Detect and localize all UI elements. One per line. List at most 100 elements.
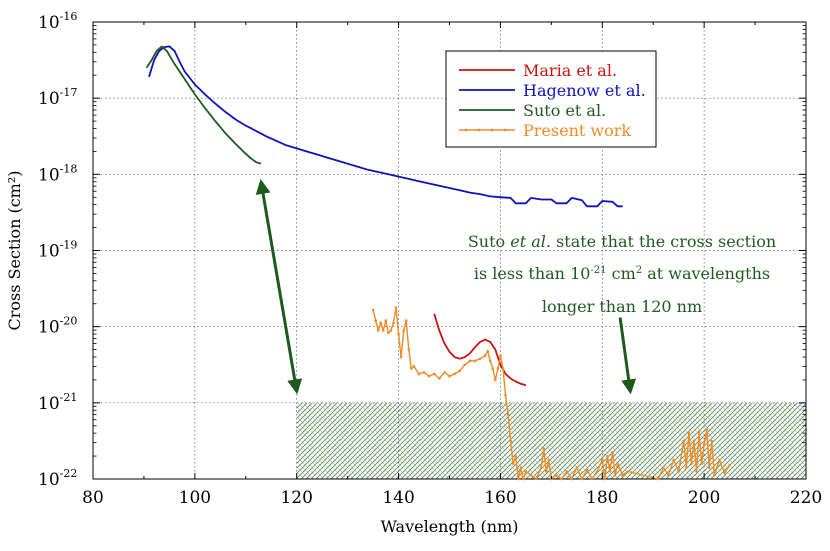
data-point	[448, 374, 451, 378]
data-point	[603, 477, 607, 481]
annotation-span: -20	[60, 315, 78, 328]
annotation-span: . state that the cross section	[546, 232, 776, 251]
annotation-span: -21	[60, 391, 78, 404]
series-line-suto-et-al	[145, 45, 262, 165]
y-tick-label: 10-22	[38, 467, 77, 490]
data-point	[524, 470, 528, 473]
annotation-span: 10	[38, 470, 60, 490]
annotation-span: 10	[38, 318, 60, 338]
data-point	[514, 454, 518, 458]
x-tick-label: 100	[179, 488, 211, 508]
data-point	[486, 349, 489, 353]
data-point	[501, 367, 505, 370]
data-point	[685, 466, 688, 469]
annotation-span: cm	[607, 264, 636, 283]
data-point	[374, 319, 377, 322]
annotation-span: -22	[60, 467, 78, 480]
y-tick-label: 10-16	[38, 10, 77, 33]
data-point	[707, 466, 711, 469]
data-point	[417, 372, 421, 376]
data-point	[657, 477, 660, 481]
data-point	[381, 329, 385, 332]
data-point	[580, 477, 584, 481]
annotation-span: -16	[60, 10, 78, 23]
data-point	[544, 470, 548, 473]
data-point	[478, 357, 482, 360]
annotation-arrow	[618, 317, 637, 395]
data-point	[438, 377, 441, 380]
x-axis-label: Wavelength (nm)	[380, 517, 518, 536]
data-point	[402, 329, 405, 332]
y-tick-label: 10-18	[38, 162, 77, 185]
data-point	[590, 477, 594, 481]
data-point	[463, 363, 467, 367]
data-point	[499, 354, 502, 357]
annotation-span: et al	[510, 232, 546, 251]
data-point	[473, 359, 477, 363]
data-point	[410, 367, 413, 370]
x-tick-label: 160	[484, 488, 516, 508]
data-point	[547, 458, 551, 462]
data-point	[394, 306, 398, 309]
legend-marker	[464, 128, 468, 132]
data-point	[371, 308, 375, 312]
x-tick-label: 120	[280, 488, 312, 508]
data-point	[626, 470, 630, 473]
annotation-span: 10	[38, 394, 60, 414]
annotation-arrow	[255, 178, 303, 395]
data-point	[443, 371, 446, 374]
data-point	[677, 470, 680, 473]
annotation-line-2: is less than 10-21 cm2 at wavelengths	[474, 264, 770, 283]
data-point	[468, 359, 472, 363]
data-point	[560, 477, 563, 481]
data-point	[606, 454, 609, 458]
data-point	[539, 466, 543, 469]
data-point	[662, 466, 665, 469]
data-point	[570, 477, 574, 481]
data-point	[404, 319, 408, 322]
data-point	[389, 329, 393, 332]
x-tick-label: 200	[688, 488, 720, 508]
data-point	[608, 470, 612, 473]
data-point	[534, 477, 538, 481]
legend-label: Maria et al.	[523, 61, 617, 80]
data-point	[491, 367, 495, 370]
data-point	[376, 329, 380, 332]
data-point	[412, 364, 416, 368]
data-point	[705, 428, 708, 431]
data-point	[427, 374, 431, 378]
data-point	[585, 468, 589, 472]
annotation-line-3: longer than 120 nm	[542, 297, 702, 316]
annotation-span: -17	[60, 86, 78, 99]
annotation-span: at wavelengths	[642, 264, 770, 283]
series-line-hagenow-et-al	[148, 45, 623, 208]
data-point	[723, 471, 726, 475]
data-point	[407, 348, 411, 351]
data-point	[687, 432, 691, 435]
annotation-span: 10	[38, 13, 60, 33]
series-line-maria-et-al	[433, 313, 527, 387]
annotation-span: Suto	[468, 232, 510, 251]
x-tick-label: 180	[586, 488, 618, 508]
data-point	[509, 439, 512, 443]
data-point	[453, 372, 456, 376]
data-point	[483, 354, 487, 357]
annotation-span: -19	[60, 239, 78, 252]
data-point	[387, 331, 390, 335]
legend-marker	[477, 128, 481, 132]
data-point	[432, 372, 436, 376]
data-point	[379, 321, 383, 325]
data-point	[422, 371, 426, 374]
data-point	[713, 473, 716, 477]
data-point	[384, 319, 388, 322]
y-axis-label: Cross Section (cm²)	[5, 170, 24, 330]
data-point	[667, 473, 670, 477]
data-point	[504, 393, 507, 397]
y-tick-label: 10-17	[38, 86, 77, 109]
data-point	[621, 473, 624, 477]
legend-label: Present work	[523, 121, 631, 140]
data-point	[728, 463, 731, 467]
data-point	[718, 458, 721, 462]
